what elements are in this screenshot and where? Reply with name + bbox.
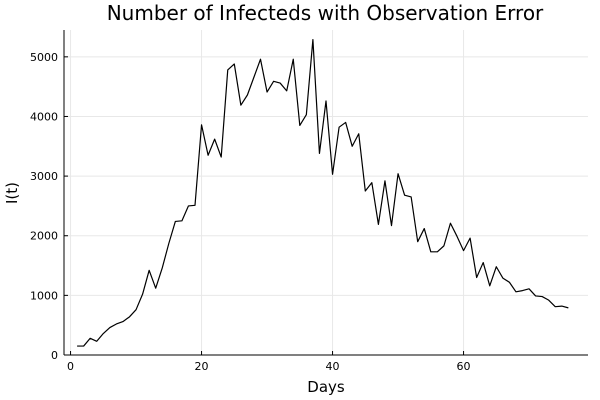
y-tick-label: 2000 [30, 230, 58, 243]
grid [64, 30, 588, 356]
x-tick-label: 20 [195, 360, 209, 373]
y-tick-label: 1000 [30, 289, 58, 302]
x-tick-label: 40 [326, 360, 340, 373]
chart-title: Number of Infecteds with Observation Err… [107, 1, 544, 25]
y-tick-label: 0 [51, 349, 58, 362]
x-tick-label: 60 [457, 360, 471, 373]
y-tick-labels: 0 1000 2000 3000 4000 5000 [30, 51, 68, 362]
x-axis-label: Days [307, 378, 345, 396]
x-tick-label: 0 [67, 360, 74, 373]
y-tick-label: 4000 [30, 110, 58, 123]
series-line [77, 38, 569, 347]
y-tick-label: 5000 [30, 51, 58, 64]
y-tick-label: 3000 [30, 170, 58, 183]
x-tick-labels: 0 20 40 60 [67, 351, 471, 373]
y-axis-label: I(t) [3, 182, 21, 204]
